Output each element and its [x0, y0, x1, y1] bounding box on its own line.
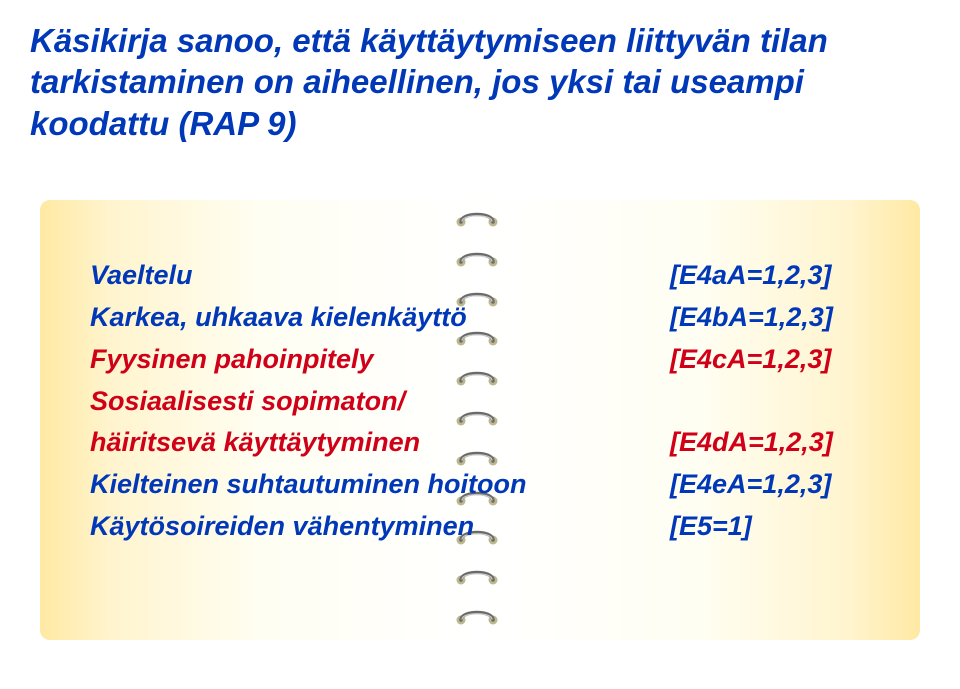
- criteria-row: Sosiaalisesti sopimaton/ häiritsevä käyt…: [90, 381, 870, 465]
- slide-heading: Käsikirja sanoo, että käyttäytymiseen li…: [30, 20, 930, 144]
- spiral-ring: [455, 210, 499, 232]
- criteria-row: Kielteinen suhtautuminen hoitoon [E4eA=1,…: [90, 464, 870, 506]
- criteria-label: Karkea, uhkaava kielenkäyttö: [90, 297, 467, 339]
- criteria-row: Fyysinen pahoinpitely [E4cA=1,2,3]: [90, 339, 870, 381]
- spiral-ring: [455, 608, 499, 630]
- criteria-value: [E4dA=1,2,3]: [670, 422, 870, 464]
- criteria-label: Vaeltelu: [90, 255, 193, 297]
- criteria-value: [E5=1]: [670, 506, 870, 548]
- criteria-value: [E4cA=1,2,3]: [670, 339, 870, 381]
- criteria-label: Kielteinen suhtautuminen hoitoon: [90, 464, 526, 506]
- criteria-value: [E4aA=1,2,3]: [670, 255, 870, 297]
- criteria-value: [E4bA=1,2,3]: [670, 297, 870, 339]
- criteria-value: [E4eA=1,2,3]: [670, 464, 870, 506]
- criteria-label: Sosiaalisesti sopimaton/ häiritsevä käyt…: [90, 381, 420, 465]
- criteria-label: Käytösoireiden vähentyminen: [90, 506, 474, 548]
- slide: Käsikirja sanoo, että käyttäytymiseen li…: [0, 0, 960, 689]
- criteria-row: Käytösoireiden vähentyminen [E5=1]: [90, 506, 870, 548]
- criteria-row: Vaeltelu [E4aA=1,2,3]: [90, 255, 870, 297]
- spiral-ring: [455, 568, 499, 590]
- criteria-row: Karkea, uhkaava kielenkäyttö [E4bA=1,2,3]: [90, 297, 870, 339]
- criteria-label: Fyysinen pahoinpitely: [90, 339, 374, 381]
- criteria-list: Vaeltelu[E4aA=1,2,3]Karkea, uhkaava kiel…: [90, 255, 890, 548]
